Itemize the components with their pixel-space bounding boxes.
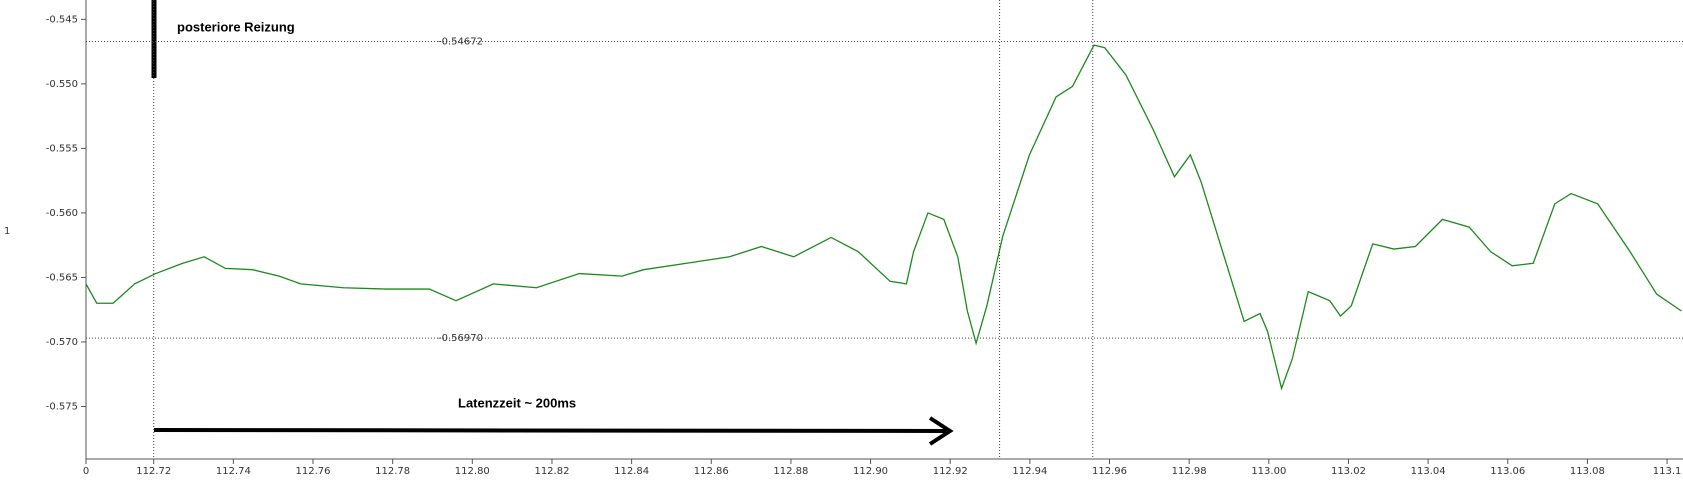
- cursor-label: -0.56970: [438, 333, 483, 344]
- x-tick-label: 112.88: [773, 466, 808, 477]
- x-tick-label: 112.80: [455, 466, 490, 477]
- x-tick-label: 0: [83, 466, 89, 477]
- x-tick-label: 113.04: [1411, 466, 1446, 477]
- y-tick-label: -0.555: [46, 143, 78, 154]
- annotation: posteriore Reizung: [177, 19, 295, 34]
- y-tick-label: -0.570: [46, 337, 78, 348]
- cursor-label: -0.54672: [438, 37, 483, 48]
- y-tick-label: -0.560: [46, 208, 78, 219]
- x-tick-label: 113.06: [1490, 466, 1525, 477]
- x-tick-label: 113.02: [1331, 466, 1366, 477]
- arrow-shaft: [153, 428, 947, 433]
- x-tick-label: 112.94: [1012, 466, 1047, 477]
- x-tick-label: 112.84: [614, 466, 649, 477]
- x-tick-label: 112.92: [933, 466, 968, 477]
- x-tick-label: 112.76: [296, 466, 331, 477]
- x-tick-label: 113.08: [1570, 466, 1605, 477]
- x-tick-label: 112.72: [136, 466, 171, 477]
- arrow-head: [928, 416, 954, 446]
- y-tick-label: -0.550: [46, 79, 78, 90]
- x-tick-label: 112.74: [216, 466, 251, 477]
- x-tick-label: 113.00: [1251, 466, 1286, 477]
- x-tick-label: 112.86: [694, 466, 729, 477]
- x-tick-label: 112.82: [534, 466, 569, 477]
- x-tick-label: 112.90: [853, 466, 888, 477]
- y-axis-label: 1: [4, 226, 10, 237]
- x-tick-label: 112.78: [375, 466, 410, 477]
- annotation: Latenzzeit ~ 200ms: [458, 395, 576, 410]
- y-tick-label: -0.545: [46, 14, 78, 25]
- x-tick-label: 113.1: [1653, 466, 1682, 477]
- data-line: [85, 44, 1682, 391]
- x-tick-label: 112.96: [1092, 466, 1127, 477]
- y-tick-label: -0.575: [46, 401, 78, 412]
- x-tick-label: 112.98: [1172, 466, 1207, 477]
- y-tick-label: -0.565: [46, 272, 78, 283]
